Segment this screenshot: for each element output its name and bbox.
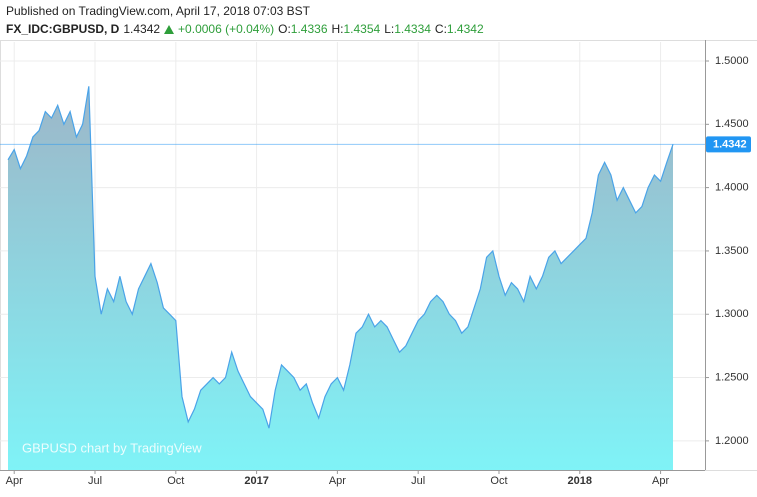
ohlc-item: C:1.4342 [435,20,484,38]
ohlc-value: 1.4354 [343,22,381,36]
y-tick-label: 1.4500 [715,118,749,130]
y-tick-label: 1.5000 [715,55,749,67]
y-tick-label: 1.3500 [715,245,749,257]
x-tick-label: Apr [329,475,346,487]
x-tick-label: Oct [167,475,184,487]
ohlc-item: H:1.4354 [332,20,381,38]
ohlc-label: O: [278,22,291,36]
x-tick-label: Jul [88,475,102,487]
ohlc-value: 1.4336 [290,22,328,36]
symbol: FX_IDC:GBPUSD, D [6,22,120,36]
ohlc-item: L:1.4334 [384,20,431,38]
last-price-box [706,136,751,153]
x-tick-label: 2017 [244,475,268,487]
change: +0.0006 (+0.04%) [178,22,275,36]
ohlc: O:1.4336 H:1.4354 L:1.4334 C:1.4342 [278,20,484,38]
x-tick-label: Jul [411,475,425,487]
x-tick-label: 2018 [568,475,592,487]
ohlc-item: O:1.4336 [278,20,327,38]
ohlc-value: 1.4342 [446,22,484,36]
published-line: Published on TradingView.com, April 17, … [6,4,310,18]
header: Published on TradingView.com, April 17, … [6,2,484,38]
x-tick-label: Oct [490,475,507,487]
last-price-label: 1.4342 [713,139,747,151]
ohlc-label: L: [384,22,395,36]
up-arrow [164,24,175,34]
watermark: GBPUSD chart by TradingView [22,440,202,455]
y-tick-label: 1.4000 [715,182,749,194]
x-tick-label: Apr [652,475,669,487]
x-tick-label: Apr [6,475,23,487]
area-fill [8,86,673,471]
ohlc-label: H: [331,22,344,36]
symbol-line: FX_IDC:GBPUSD, D 1.4342 +0.0006 (+0.04%)… [6,20,484,38]
y-tick-label: 1.3000 [715,308,749,320]
price-line [7,86,674,429]
y-tick-label: 1.2000 [715,435,749,447]
ohlc-label: C: [434,22,447,36]
last-price: 1.4342 [123,22,161,36]
ohlc-value: 1.4334 [394,22,431,36]
y-tick-label: 1.2500 [715,371,749,383]
